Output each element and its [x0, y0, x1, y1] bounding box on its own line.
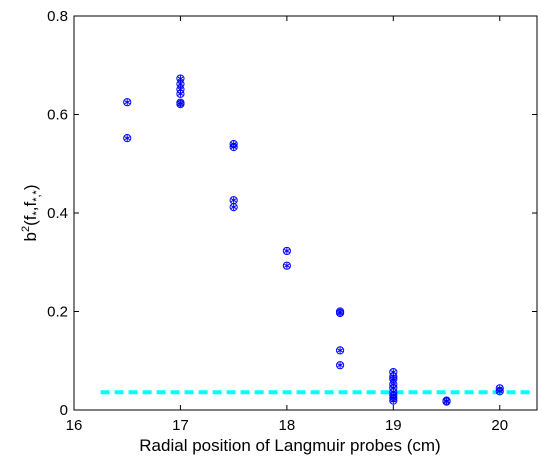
data-point	[335, 308, 345, 318]
data-point	[282, 246, 291, 256]
data-point	[176, 89, 185, 98]
y-axis-label-comma: ,	[31, 194, 43, 197]
x-tick-label: 20	[491, 417, 508, 434]
data-point	[123, 134, 132, 143]
y-axis-label-sub-2: *	[31, 197, 43, 202]
x-axis-label: Radial position of Langmuir probes (cm)	[139, 436, 440, 455]
y-axis-label-superscript: 2	[20, 226, 32, 232]
y-tick-label: 0.4	[47, 205, 68, 222]
y-axis-label-sub-3: *	[31, 189, 43, 194]
data-point	[495, 387, 504, 396]
axes-layer: 16 17 18 19 20 0 0.2 0.4 0.6 0.8	[47, 8, 538, 434]
data-point	[442, 397, 451, 406]
x-tick-label: 19	[385, 417, 402, 434]
x-tick-label: 17	[172, 417, 189, 434]
y-tick-label: 0.8	[47, 8, 68, 25]
data-point	[389, 374, 398, 384]
y-axis-label: b2(f*,f*,*)	[20, 184, 43, 241]
points-layer	[123, 74, 504, 406]
plot-area	[74, 16, 537, 410]
y-tick-label: 0.6	[47, 107, 68, 124]
data-point	[229, 142, 238, 152]
data-point	[123, 98, 132, 107]
data-point	[176, 100, 185, 109]
data-point	[176, 74, 185, 83]
data-point	[282, 261, 291, 270]
data-point	[229, 202, 238, 212]
y-axis-label-close: )	[21, 184, 40, 190]
data-point	[389, 396, 398, 405]
y-axis-label-sub-1: *	[31, 211, 43, 216]
y-axis-label-mid: ,f	[21, 202, 40, 212]
y-tick-label: 0.2	[47, 304, 68, 321]
y-axis-label-open: (f	[21, 215, 40, 226]
data-point	[335, 361, 345, 370]
data-point	[335, 346, 345, 355]
x-tick-label: 16	[66, 417, 83, 434]
y-axis-label-base: b	[21, 232, 40, 241]
x-tick-label: 18	[279, 417, 296, 434]
y-tick-label: 0	[60, 402, 68, 419]
